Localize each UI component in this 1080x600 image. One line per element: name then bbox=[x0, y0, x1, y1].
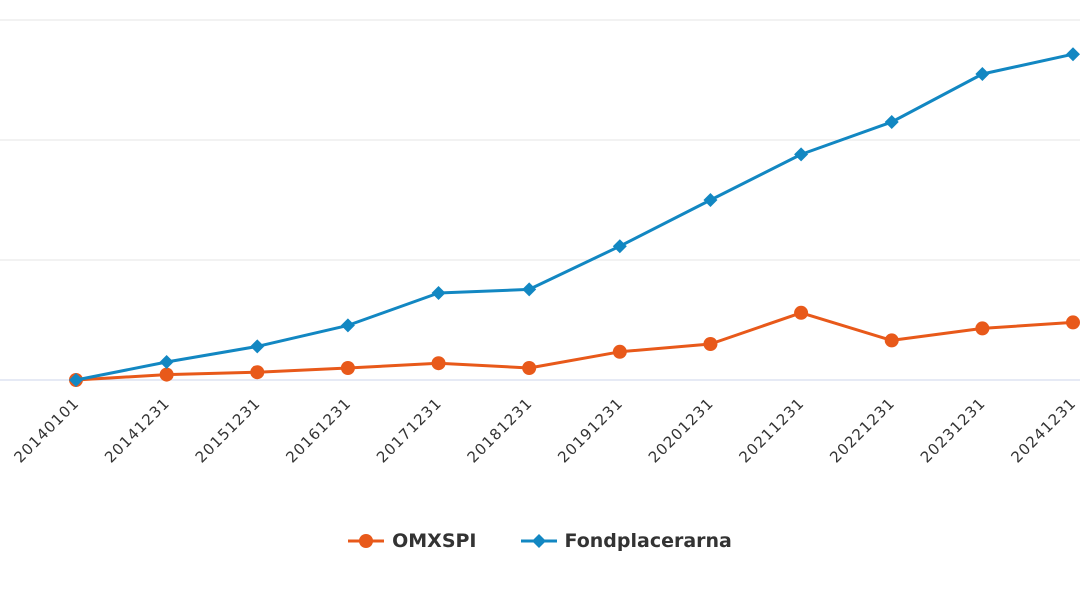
legend-item-omxspi[interactable]: OMXSPI bbox=[348, 530, 477, 552]
diamond-marker-icon bbox=[520, 534, 557, 548]
x-tick-label: 20151231 bbox=[192, 394, 264, 466]
data-point bbox=[1066, 315, 1080, 330]
data-point bbox=[250, 365, 265, 380]
x-tick-label: 20161231 bbox=[282, 394, 354, 466]
legend-label-fondplacerarna: Fondplacerarna bbox=[564, 530, 732, 552]
legend-marker bbox=[531, 534, 546, 548]
x-axis-labels: 20140101 20141231 20151231 20161231 20171231… bbox=[10, 394, 1079, 466]
data-point bbox=[250, 339, 265, 354]
series-group bbox=[69, 47, 1080, 387]
series-line bbox=[75, 52, 1074, 382]
data-point bbox=[884, 333, 899, 348]
x-tick-label: 20140101 bbox=[10, 394, 82, 466]
data-point bbox=[340, 361, 355, 375]
circle-marker-icon bbox=[348, 534, 385, 548]
series-omxspi bbox=[69, 305, 1080, 387]
data-point bbox=[159, 355, 174, 369]
x-tick-label: 20171231 bbox=[373, 394, 445, 466]
legend-marker bbox=[359, 534, 374, 548]
data-point bbox=[884, 115, 899, 129]
x-tick-label: 20191231 bbox=[554, 394, 626, 466]
x-tick-label: 20211231 bbox=[736, 394, 808, 466]
x-tick-label: 20201231 bbox=[645, 394, 717, 466]
data-point bbox=[703, 337, 718, 351]
series-line bbox=[75, 311, 1074, 382]
x-tick-label: 20221231 bbox=[826, 394, 898, 466]
data-point bbox=[1066, 47, 1080, 62]
x-tick-label: 20181231 bbox=[464, 394, 536, 466]
data-point bbox=[522, 282, 537, 297]
data-point bbox=[340, 318, 355, 333]
x-tick-label: 20241231 bbox=[1007, 394, 1079, 466]
x-tick-label: 20141231 bbox=[101, 394, 173, 466]
data-point bbox=[159, 367, 174, 382]
data-point bbox=[522, 361, 537, 375]
data-point bbox=[69, 373, 83, 387]
data-point bbox=[612, 239, 627, 254]
series-fondplacerarna bbox=[69, 47, 1080, 387]
data-point bbox=[431, 356, 446, 371]
data-point bbox=[794, 147, 809, 162]
data-point bbox=[431, 286, 446, 300]
data-point bbox=[703, 193, 718, 207]
gridlines bbox=[0, 19, 1080, 261]
legend: OMXSPI Fondplacerarna bbox=[0, 530, 1080, 552]
legend-item-fondplacerarna[interactable]: Fondplacerarna bbox=[520, 530, 732, 552]
legend-label-omxspi: OMXSPI bbox=[392, 530, 477, 552]
data-point bbox=[794, 305, 809, 320]
x-tick-label: 20231231 bbox=[917, 394, 989, 466]
data-point bbox=[975, 67, 990, 81]
data-point bbox=[612, 344, 627, 359]
data-point bbox=[975, 321, 990, 336]
